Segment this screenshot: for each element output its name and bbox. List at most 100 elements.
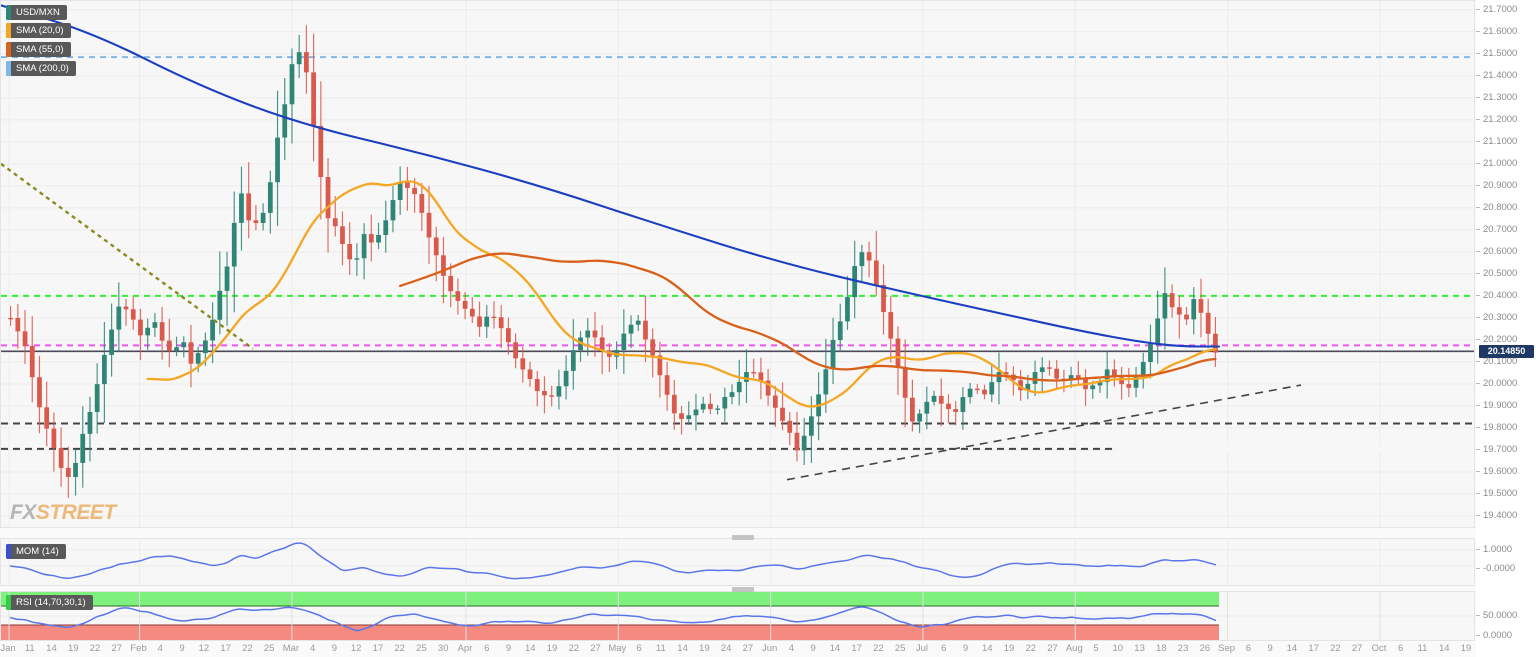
date-axis-tick: 9: [810, 643, 816, 654]
date-axis-tick: 11: [24, 643, 35, 654]
price-axis-tick: 20.7000: [1476, 224, 1536, 236]
date-axis-tick: 30: [437, 643, 449, 654]
date-axis-tick: 6: [1245, 643, 1252, 654]
legend-symbol-label: USD/MXN: [16, 7, 60, 18]
date-axis-tick: 19: [1460, 643, 1472, 654]
date-axis-tick: 11: [1417, 643, 1428, 654]
indicator-axis-tick: 1.0000: [1476, 544, 1536, 556]
date-axis-tick: Oct: [1371, 643, 1387, 654]
legend-sma200-label: SMA (200,0): [16, 63, 69, 74]
date-axis-tick: Jul: [915, 643, 929, 654]
date-axis-tick: 14: [829, 643, 841, 654]
line-sma55: [399, 252, 1217, 382]
legend-sma55[interactable]: SMA (55,0): [6, 42, 71, 57]
date-axis-tick: 9: [331, 643, 338, 654]
momentum-panel[interactable]: [0, 538, 1475, 586]
date-axis-tick: 4: [157, 643, 163, 654]
rsi-plot: [1, 592, 1474, 640]
date-axis-tick: 10: [1112, 643, 1124, 654]
date-axis-tick: Jun: [761, 643, 778, 654]
date-axis-tick: 22: [568, 643, 580, 654]
legend-sma200[interactable]: SMA (200,0): [6, 61, 76, 76]
panel-resize-handle-momentum[interactable]: [732, 535, 754, 540]
panel-resize-handle-rsi[interactable]: [732, 587, 754, 592]
indicator-axis-tick: -0.0000: [1476, 563, 1536, 575]
date-axis-tick: 25: [263, 643, 275, 654]
rsi-panel[interactable]: [0, 591, 1475, 641]
momentum-line: [9, 542, 1217, 580]
date-axis-tick: 14: [1438, 643, 1450, 654]
date-axis-tick: Mar: [282, 643, 300, 654]
rsi-line: [9, 606, 1217, 632]
date-axis-tick: 27: [590, 643, 601, 654]
symbol-color-swatch: [6, 5, 11, 20]
price-axis-tick: 21.3000: [1476, 92, 1536, 104]
price-axis-tick: 19.6000: [1476, 466, 1536, 478]
date-axis-tick: 6: [1398, 643, 1404, 654]
price-axis[interactable]: 20.14850 21.7000 21.6000 21.5000 21.4000 21.…: [1476, 0, 1536, 657]
date-axis-tick: 4: [310, 643, 316, 654]
date-axis-tick: 11: [655, 643, 666, 654]
date-axis-tick: 5: [1093, 643, 1099, 654]
date-axis-tick: Sep: [1218, 643, 1236, 654]
indicator-axis-tick: 0.0000: [1476, 630, 1536, 642]
date-axis-tick: 17: [851, 643, 862, 654]
price-axis-tick: 21.6000: [1476, 26, 1536, 38]
date-axis-tick: May: [608, 643, 627, 654]
date-axis-tick: 14: [524, 643, 536, 654]
price-axis-tick: 20.6000: [1476, 246, 1536, 258]
price-axis-tick: 20.4000: [1476, 290, 1536, 302]
date-axis-tick: 6: [941, 643, 947, 654]
price-axis-tick: 20.0000: [1476, 378, 1536, 390]
price-axis-tick: 21.7000: [1476, 4, 1536, 16]
date-axis[interactable]: Jan 11 14 19 22 27 Feb 4 9 12 17 22 25 Mar 4 9 12 17 22 25 3…: [0, 641, 1475, 657]
ascending-trendline: [786, 384, 1302, 481]
current-price-badge: 20.14850: [1479, 344, 1534, 358]
date-axis-tick: 22: [242, 643, 253, 654]
sma20-color-swatch: [6, 23, 11, 38]
legend-sma20-label: SMA (20,0): [16, 25, 64, 36]
date-axis-tick: 17: [220, 643, 231, 654]
watermark-fx: FX: [10, 501, 36, 524]
rsi-color-swatch: [6, 595, 11, 610]
legend-momentum[interactable]: MOM (14): [6, 544, 66, 559]
date-axis-tick: 22: [394, 643, 405, 654]
date-axis-tick: 4: [788, 643, 795, 654]
legend-sma20[interactable]: SMA (20,0): [6, 23, 71, 38]
price-axis-tick: 20.1000: [1476, 356, 1536, 368]
price-axis-tick: 19.8000: [1476, 422, 1536, 434]
date-axis-tick: 14: [1286, 643, 1298, 654]
date-axis-tick: 9: [962, 643, 969, 654]
date-axis-tick: 22: [1330, 643, 1341, 654]
legend-sma55-label: SMA (55,0): [16, 44, 64, 55]
watermark-street: STREET: [35, 501, 116, 524]
date-axis-tick: 19: [546, 643, 558, 654]
date-axis-tick: 9: [505, 643, 512, 654]
descending-trendline: [1, 162, 254, 350]
fxstreet-watermark: FXSTREET: [10, 501, 116, 525]
date-axis-tick: Feb: [130, 643, 147, 654]
legend-symbol[interactable]: USD/MXN: [6, 5, 67, 20]
legend-rsi-label: RSI (14,70,30,1): [16, 597, 86, 608]
price-axis-tick: 20.3000: [1476, 312, 1536, 324]
date-axis-tick: 13: [1134, 643, 1145, 654]
date-axis-tick: 17: [372, 643, 384, 654]
date-axis-tick: 12: [198, 643, 210, 654]
price-chart-panel[interactable]: [0, 0, 1475, 528]
date-axis-tick: 25: [416, 643, 427, 654]
date-axis-tick: 9: [179, 643, 185, 654]
price-axis-tick: 19.9000: [1476, 400, 1536, 412]
date-axis-tick: 22: [1025, 643, 1037, 654]
date-axis-tick: 27: [1047, 643, 1058, 654]
price-axis-tick: 21.1000: [1476, 136, 1536, 148]
price-axis-tick: 21.5000: [1476, 48, 1536, 60]
price-axis-tick: 19.4000: [1476, 510, 1536, 522]
price-axis-tick: 21.2000: [1476, 114, 1536, 126]
date-axis-tick: 24: [720, 643, 732, 654]
date-axis-tick: 27: [111, 643, 123, 654]
date-axis-tick: 22: [873, 643, 884, 654]
line-sma200: [1, 4, 1221, 348]
legend-rsi[interactable]: RSI (14,70,30,1): [6, 595, 93, 610]
legend-momentum-label: MOM (14): [16, 546, 59, 557]
